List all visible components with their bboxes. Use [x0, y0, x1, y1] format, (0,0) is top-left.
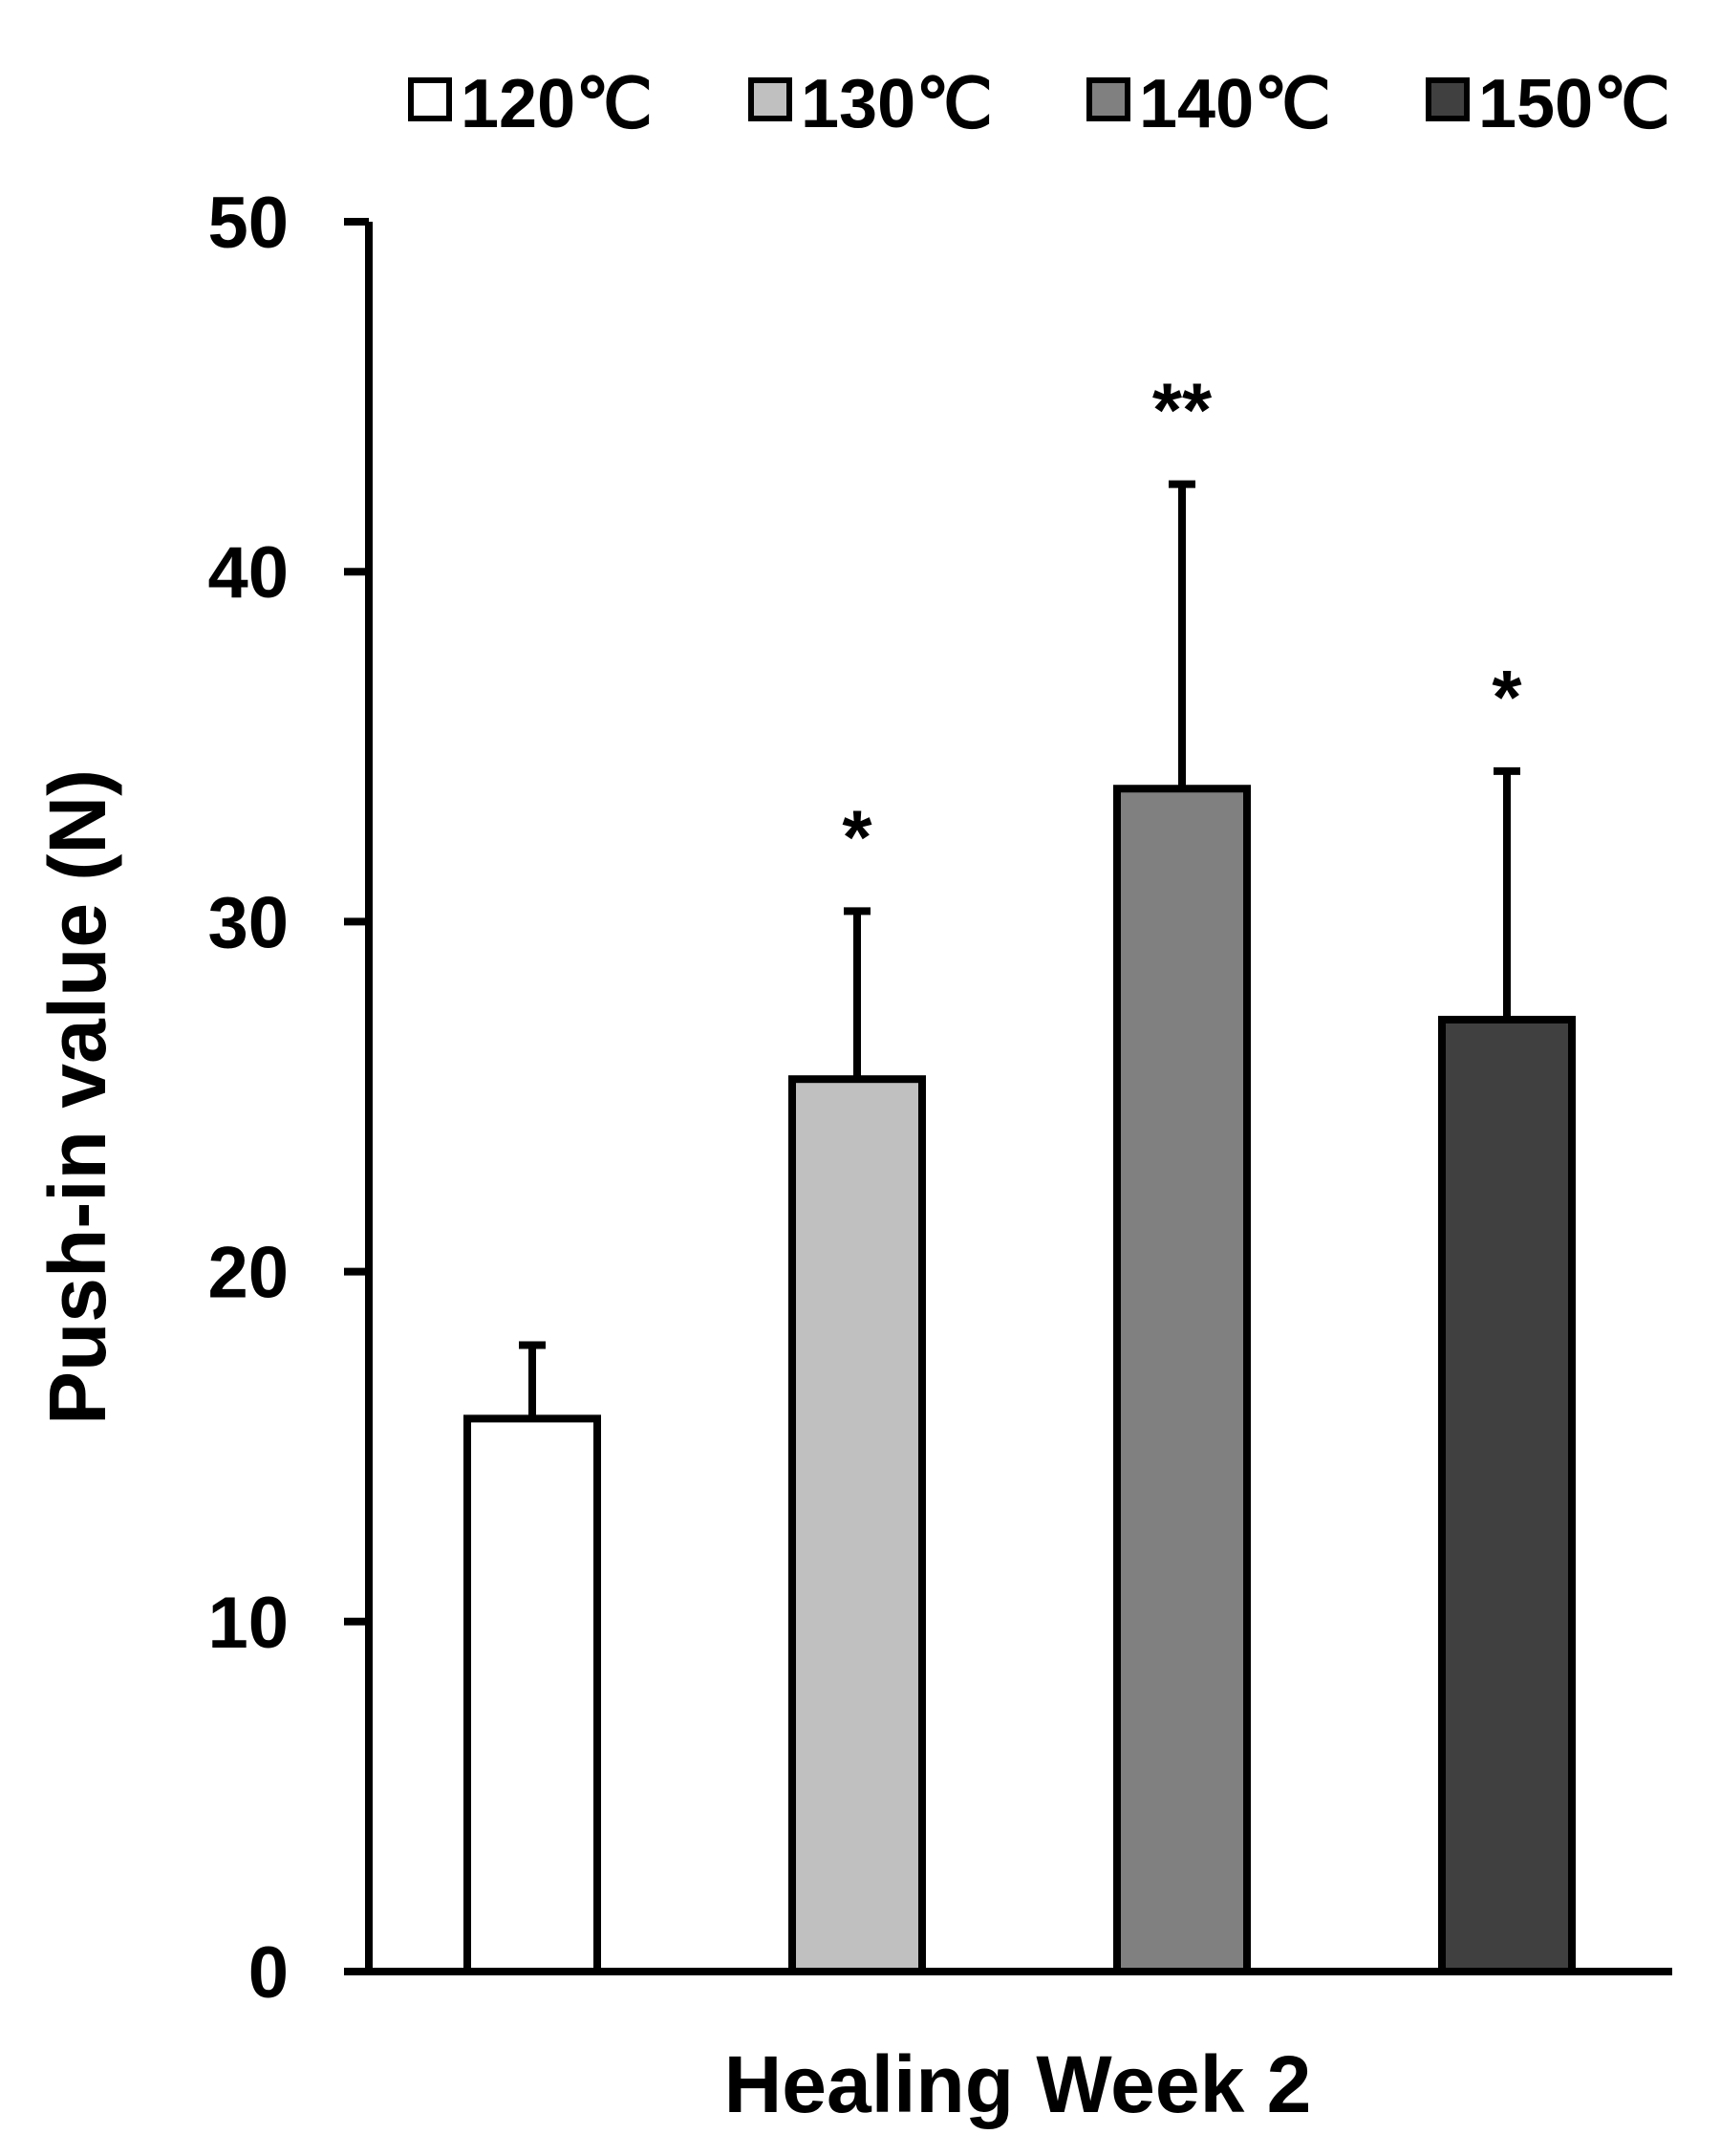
legend-swatch: [748, 77, 792, 121]
y-tick-label: 50: [207, 183, 289, 264]
significance-label: **: [1152, 368, 1213, 453]
x-axis-label: Healing Week 2: [724, 2039, 1312, 2129]
bar: [788, 1075, 926, 1975]
bar: [1438, 1015, 1576, 1976]
y-tick-label: 0: [248, 1932, 289, 2014]
y-tick-label: 30: [207, 882, 289, 963]
legend-label: 130℃: [801, 66, 993, 142]
legend-label: 150℃: [1478, 66, 1670, 142]
y-tick-label: 20: [207, 1233, 289, 1314]
bar: [463, 1414, 601, 1976]
legend-swatch: [1426, 77, 1470, 121]
significance-label: *: [842, 794, 872, 879]
legend-swatch: [408, 77, 452, 121]
legend-swatch: [1086, 77, 1130, 121]
legend-label: 140℃: [1139, 66, 1331, 142]
bar: [1113, 785, 1251, 1975]
y-tick-label: 10: [207, 1583, 289, 1664]
y-axis-ticks: 0 10 20 30 40 50: [207, 183, 369, 2014]
y-axis-label: Push-in value (N): [32, 769, 122, 1425]
legend: 120℃ 130℃ 140℃ 150℃: [408, 66, 1670, 142]
significance-label: *: [1492, 655, 1522, 740]
bars: ****: [463, 368, 1576, 1976]
legend-label: 120℃: [461, 66, 653, 142]
y-tick-label: 40: [207, 532, 289, 614]
